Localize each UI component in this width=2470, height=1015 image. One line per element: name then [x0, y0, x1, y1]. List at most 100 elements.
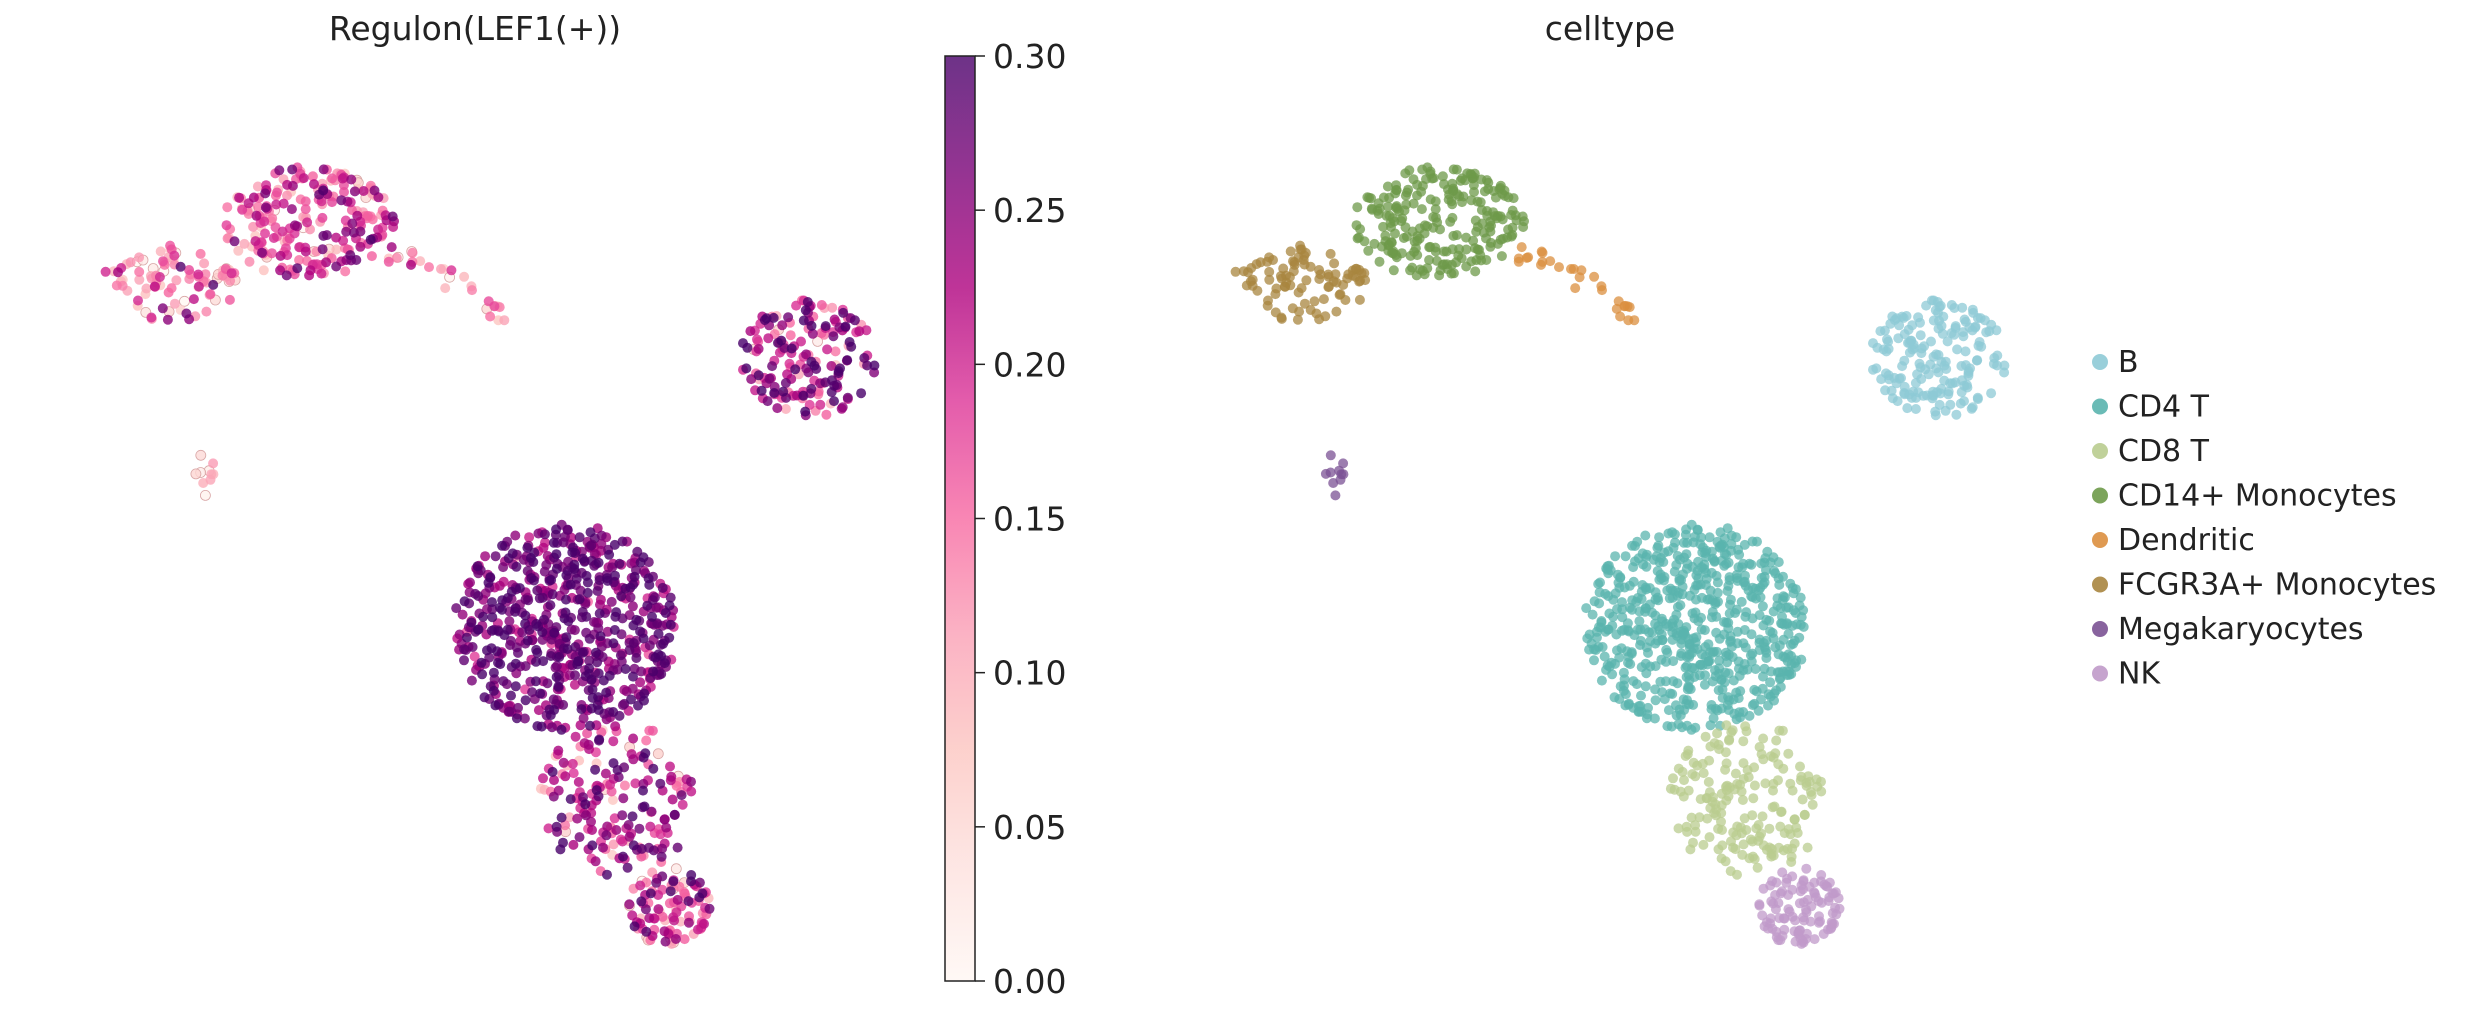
celltype-point: [1757, 910, 1768, 921]
colorbar-bar: [944, 55, 976, 982]
celltype-point: [1470, 266, 1481, 277]
celltype-point: [1795, 619, 1806, 630]
regulon-point: [275, 250, 286, 261]
regulon-point: [565, 794, 576, 805]
regulon-point: [746, 374, 757, 385]
celltype-legend: B CD4 T CD8 T CD14+ Monocytes Dendritic FCGR3…: [2092, 345, 2436, 692]
regulon-point: [564, 812, 575, 823]
celltype-point: [1640, 658, 1651, 669]
legend-label: Megakaryocytes: [2118, 612, 2364, 647]
regulon-point: [547, 766, 558, 777]
celltype-point: [1320, 468, 1331, 479]
regulon-point: [800, 406, 811, 417]
regulon-point: [532, 647, 543, 658]
celltype-point: [1950, 377, 1961, 388]
celltype-point: [1311, 308, 1322, 319]
regulon-point: [584, 655, 595, 666]
celltype-point: [1728, 842, 1738, 853]
regulon-point: [226, 268, 237, 279]
celltype-point: [1641, 668, 1652, 679]
regulon-point: [807, 328, 818, 339]
regulon-point: [253, 201, 263, 212]
regulon-point: [783, 312, 794, 323]
celltype-point: [1658, 575, 1669, 586]
celltype-point: [1456, 253, 1467, 264]
regulon-point: [543, 823, 554, 834]
celltype-point: [1956, 361, 1967, 371]
celltype-point: [1892, 396, 1903, 407]
celltype-point: [1806, 790, 1817, 801]
celltype-point: [1972, 355, 1983, 366]
regulon-point: [248, 221, 259, 232]
celltype-point: [1734, 549, 1745, 560]
regulon-point: [407, 247, 418, 258]
regulon-point: [657, 871, 668, 882]
regulon-point: [699, 918, 709, 929]
regulon-point: [628, 638, 639, 649]
celltype-title: celltype: [1545, 9, 1676, 48]
regulon-point: [628, 579, 639, 590]
celltype-point: [1461, 232, 1472, 243]
regulon-point: [538, 773, 548, 784]
celltype-point: [1724, 734, 1735, 745]
regulon-point: [664, 632, 675, 643]
regulon-point: [446, 265, 457, 276]
celltype-point: [1735, 712, 1746, 723]
regulon-point: [141, 283, 152, 294]
regulon-point: [753, 343, 764, 354]
regulon-point: [466, 617, 477, 628]
celltype-point: [1950, 321, 1961, 332]
regulon-point: [669, 809, 680, 820]
celltype-point: [1705, 741, 1716, 752]
celltype-point: [1999, 367, 2010, 378]
regulon-point: [590, 764, 601, 775]
celltype-point: [1338, 469, 1349, 480]
celltype-point: [1801, 780, 1812, 791]
regulon-point: [560, 820, 571, 831]
celltype-point: [1698, 768, 1709, 779]
regulon-point: [830, 346, 841, 357]
regulon-point: [655, 778, 666, 789]
regulon-point: [146, 312, 157, 323]
celltype-point: [1723, 791, 1734, 802]
regulon-point: [592, 586, 603, 596]
regulon-point: [547, 589, 558, 600]
celltype-point: [1696, 649, 1707, 660]
celltype-point: [1384, 192, 1395, 203]
celltype-point: [1381, 210, 1392, 221]
regulon-point: [567, 758, 578, 769]
celltype-point: [1476, 174, 1487, 185]
celltype-point: [1702, 813, 1713, 824]
regulon-point: [208, 279, 219, 290]
regulon-point: [835, 363, 845, 374]
regulon-point: [287, 180, 298, 191]
regulon-point: [626, 694, 636, 705]
regulon-point: [822, 344, 833, 355]
colorbar-tick-label: 0.20: [993, 345, 1066, 384]
celltype-point: [1823, 896, 1834, 906]
celltype-point: [1796, 612, 1807, 623]
celltype-point: [1722, 523, 1733, 534]
regulon-point: [593, 557, 604, 568]
regulon-point: [651, 602, 662, 613]
celltype-point: [1309, 296, 1320, 307]
regulon-point: [190, 468, 202, 480]
celltype-point: [1643, 647, 1653, 658]
regulon-point: [636, 896, 647, 907]
regulon-point: [608, 758, 619, 769]
colorbar-tick-label: 0.10: [993, 654, 1066, 693]
celltype-point: [1624, 698, 1634, 709]
regulon-point: [624, 831, 635, 842]
celltype-point: [1649, 713, 1660, 724]
regulon-point: [741, 363, 752, 374]
regulon-point: [614, 558, 625, 569]
celltype-point: [1796, 938, 1807, 949]
regulon-point: [229, 236, 240, 247]
regulon-point: [827, 302, 838, 313]
celltype-point: [1644, 627, 1654, 638]
regulon-point: [497, 604, 507, 615]
celltype-point: [1264, 252, 1275, 263]
celltype-point: [1720, 667, 1731, 678]
celltype-point: [1627, 604, 1637, 615]
celltype-point: [1668, 676, 1679, 687]
